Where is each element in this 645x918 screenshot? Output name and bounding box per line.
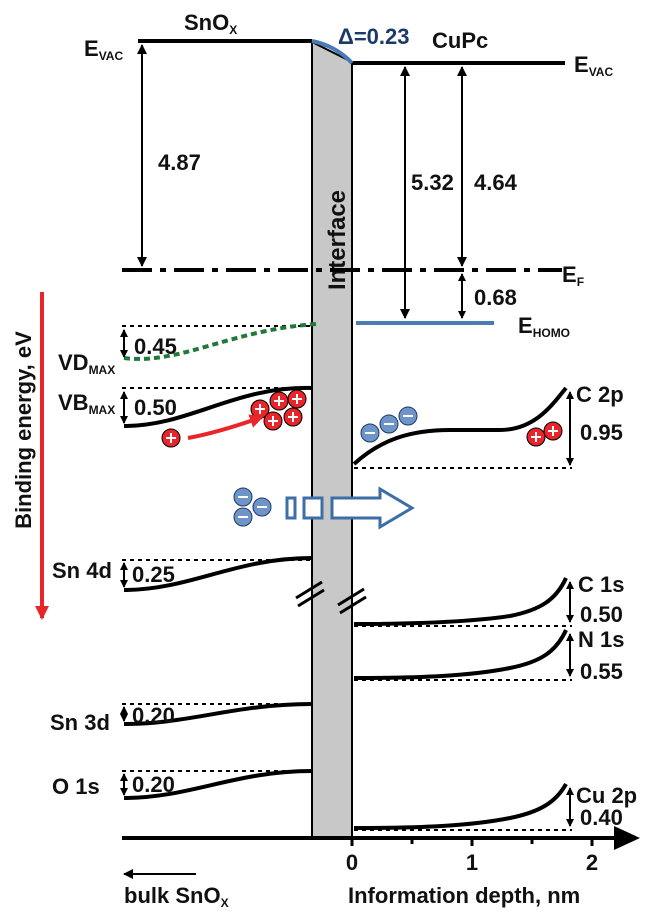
x-axis-ticks — [350, 838, 594, 846]
vb-curve — [123, 385, 313, 428]
hole-drift-arrow — [187, 414, 264, 440]
n1s-shift-value: 0.55 — [580, 659, 623, 684]
homo-offset-value: 0.68 — [474, 285, 517, 310]
hole-plus-signs-right — [531, 426, 558, 442]
fermi-level-label: EF — [562, 262, 584, 289]
x-axis-arrowhead — [614, 826, 640, 850]
vd-shift-value: 0.45 — [134, 334, 177, 359]
vd-curve — [123, 322, 317, 361]
interface-region — [311, 40, 353, 839]
evac-interface-step — [311, 39, 354, 65]
binding-energy-label: Binding energy, eV — [11, 331, 36, 529]
evac-left-label: EVAC — [84, 36, 123, 63]
vd-label: VDMAX — [58, 350, 115, 377]
delta-label: Δ=0.23 — [338, 24, 409, 49]
sn4d-curve — [123, 556, 313, 592]
homo-label: EHOMO — [518, 313, 570, 340]
c1s-curve — [353, 577, 568, 626]
o1s-shift-value: 0.20 — [132, 772, 175, 797]
sn3d-label: Sn 3d — [50, 710, 110, 735]
sn4d-shift-value: 0.25 — [132, 562, 175, 587]
n1s-curve — [353, 629, 568, 680]
x-tick-label: 1 — [466, 850, 478, 875]
ionization-right-value: 5.32 — [411, 170, 454, 195]
hole-plus-signs — [166, 394, 302, 443]
right-material-label: CuPc — [432, 28, 488, 53]
evac-right-label: EVAC — [574, 52, 613, 79]
vb-shift-value: 0.50 — [134, 395, 177, 420]
sn4d-label: Sn 4d — [52, 558, 112, 583]
interface-label: Interface — [324, 190, 351, 290]
o1s-label: O 1s — [52, 774, 100, 799]
vb-label: VBMAX — [58, 390, 115, 417]
cu2p-curve — [353, 782, 568, 830]
left-material-label: SnOX — [184, 10, 237, 37]
work-function-left-value: 4.87 — [158, 150, 201, 175]
c1s-label: C 1s — [578, 572, 624, 597]
charge-transfer-arrow — [285, 486, 415, 530]
cu2p-label: Cu 2p — [576, 783, 637, 808]
x-axis-title: Information depth, nm — [348, 883, 580, 908]
x-tick-label: 0 — [346, 850, 358, 875]
sn3d-curve — [123, 702, 313, 726]
axis-break-marks — [295, 580, 367, 615]
c2p-shift-value: 0.95 — [580, 420, 623, 445]
electron-minus-signs — [238, 415, 413, 518]
n1s-label: N 1s — [578, 627, 624, 652]
x-tick-label: 2 — [586, 850, 598, 875]
c1s-shift-value: 0.50 — [580, 602, 623, 627]
sn3d-shift-value: 0.20 — [132, 703, 175, 728]
c2p-curve — [352, 386, 568, 466]
cu2p-shift-value: 0.40 — [580, 805, 623, 830]
work-function-right-value: 4.64 — [474, 170, 518, 195]
c2p-label: C 2p — [576, 382, 624, 407]
o1s-curve — [123, 769, 313, 800]
bulk-label: bulk SnOX — [124, 883, 229, 910]
